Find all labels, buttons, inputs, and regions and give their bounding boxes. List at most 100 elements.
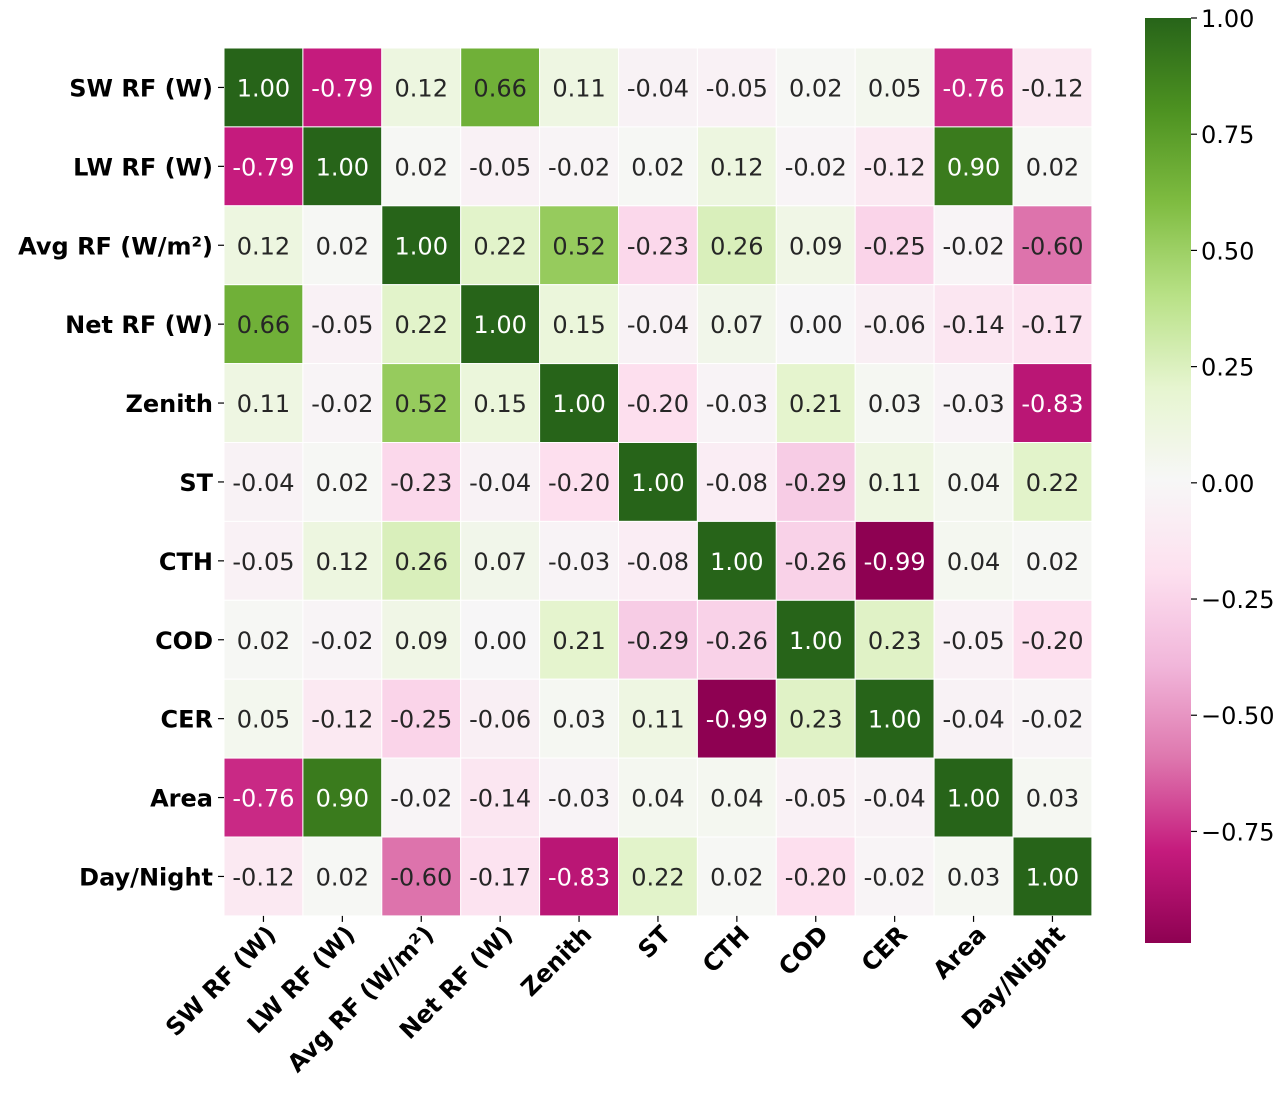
cell-value-r0-c3: 0.66 [473,74,526,102]
cell-value-r3-c10: -0.17 [1021,311,1083,339]
heatmap-cell-r1-c0 [223,126,304,207]
cell-value-r3-c4: 0.15 [552,311,605,339]
cell-value-r1-c0: -0.79 [232,153,294,181]
heatmap-cell-r8-c10 [1012,678,1093,759]
heatmap-cell-r8-c5 [618,678,698,759]
row-label-lw-rf-w: LW RF (W) [73,153,213,181]
heatmap-cell-r5-c5 [618,442,698,522]
cell-value-r3-c9: -0.14 [942,311,1004,339]
heatmap-cell-r7-c5 [618,599,698,680]
row-label-area: Area [150,785,213,813]
heatmap-cell-r3-c1 [302,284,383,365]
cell-value-r0-c10: -0.12 [1021,74,1083,102]
cell-value-r3-c5: -0.04 [627,311,689,339]
cell-value-r10-c8: -0.02 [864,863,926,891]
heatmap-cell-r8-c2 [381,678,462,759]
heatmap-cell-r1-c4 [539,126,619,207]
heatmap-cell-r7-c7 [775,599,856,680]
row-label-sw-rf-w: SW RF (W) [69,74,213,102]
col-label-cod: COD [773,920,834,981]
heatmap-cell-r8-c7 [775,678,856,759]
colorbar-tick-label-7: −0.75 [1201,818,1275,846]
cell-value-r6-c6: 1.00 [710,548,763,576]
cell-value-r3-c0: 0.66 [237,311,290,339]
cell-value-r9-c1: 0.90 [316,785,369,813]
cell-value-r3-c2: 0.22 [395,311,448,339]
cell-value-r7-c4: 0.21 [552,627,605,655]
cell-value-r2-c8: -0.25 [864,232,926,260]
cell-value-r8-c2: -0.25 [390,706,452,734]
cell-value-r0-c2: 0.12 [395,74,448,102]
heatmap-cell-r10-c8 [854,836,935,917]
cell-value-r4-c10: -0.83 [1021,390,1083,418]
cell-value-r4-c4: 1.00 [552,390,605,418]
col-label-st: ST [633,920,677,964]
heatmap-cell-r1-c10 [1012,126,1093,207]
heatmap-cell-r4-c4 [539,363,619,444]
heatmap-cell-r0-c0 [223,47,304,128]
heatmap-cell-r10-c1 [302,836,383,917]
cell-value-r9-c10: 0.03 [1026,785,1079,813]
col-label-avg-rf-w-m: Avg RF (W/m²) [282,920,440,1078]
heatmap-cell-r3-c9 [933,284,1014,365]
heatmap-cell-r0-c7 [775,47,856,128]
cell-value-r4-c0: 0.11 [237,390,290,418]
cell-value-r9-c0: -0.76 [232,785,294,813]
row-label-cth: CTH [159,548,213,576]
cell-value-r9-c6: 0.04 [710,785,763,813]
cell-value-r1-c3: -0.05 [469,153,531,181]
row-label-cer: CER [161,706,214,734]
cell-value-r5-c1: 0.02 [316,469,369,497]
colorbar-tick-label-4: 0.00 [1201,470,1254,498]
heatmap-cell-r4-c2 [381,363,462,444]
cell-value-r6-c5: -0.08 [627,548,689,576]
cell-value-r10-c5: 0.22 [631,863,684,891]
heatmap-cell-r5-c0 [223,442,304,522]
cell-value-r10-c2: -0.60 [390,863,452,891]
cell-value-r6-c9: 0.04 [947,548,1000,576]
heatmap-cell-r2-c8 [854,205,935,286]
cell-value-r9-c4: -0.03 [548,785,610,813]
cell-value-r4-c5: -0.20 [627,390,689,418]
cell-value-r10-c0: -0.12 [232,863,294,891]
heatmap-cell-r1-c5 [618,126,698,207]
heatmap-cell-r4-c9 [933,363,1014,444]
cell-value-r8-c8: 1.00 [868,706,921,734]
colorbar-gradient [1145,18,1191,943]
heatmap-cell-r10-c2 [381,836,462,917]
cell-value-r8-c9: -0.04 [942,706,1004,734]
heatmap-cell-r4-c1 [302,363,383,444]
row-label-day-night: Day/Night [79,863,213,891]
heatmap-cell-r5-c3 [460,442,541,522]
cell-value-r9-c8: -0.04 [864,785,926,813]
cell-value-r6-c3: 0.07 [473,548,526,576]
cell-value-r7-c7: 1.00 [789,627,842,655]
cell-value-r7-c3: 0.00 [473,627,526,655]
heatmap-cell-r9-c2 [381,757,462,838]
heatmap-cell-r10-c9 [933,836,1014,917]
heatmap-cell-r6-c2 [381,520,462,601]
cell-value-r1-c2: 0.02 [395,153,448,181]
cell-value-r0-c8: 0.05 [868,74,921,102]
cell-value-r5-c2: -0.23 [390,469,452,497]
cell-value-r10-c6: 0.02 [710,863,763,891]
heatmap-cell-r9-c3 [460,757,541,838]
heatmap-cell-r6-c9 [933,520,1014,601]
heatmap-cell-r6-c8 [854,520,935,601]
heatmap-cell-r7-c4 [539,599,619,680]
heatmap-cell-r3-c2 [381,284,462,365]
cell-value-r7-c6: -0.26 [706,627,768,655]
cell-value-r5-c9: 0.04 [947,469,1000,497]
heatmap-cell-r2-c6 [696,205,777,286]
cell-value-r0-c4: 0.11 [552,74,605,102]
heatmap-cell-r8-c9 [933,678,1014,759]
cell-value-r4-c6: -0.03 [706,390,768,418]
cell-value-r4-c8: 0.03 [868,390,921,418]
cell-value-r7-c8: 0.23 [868,627,921,655]
colorbar-tick-label-0: 1.00 [1201,5,1254,33]
col-label-cer: CER [856,920,913,977]
cell-value-r2-c1: 0.02 [316,232,369,260]
heatmap-cell-r3-c4 [539,284,619,365]
heatmap-cell-r0-c4 [539,47,619,128]
